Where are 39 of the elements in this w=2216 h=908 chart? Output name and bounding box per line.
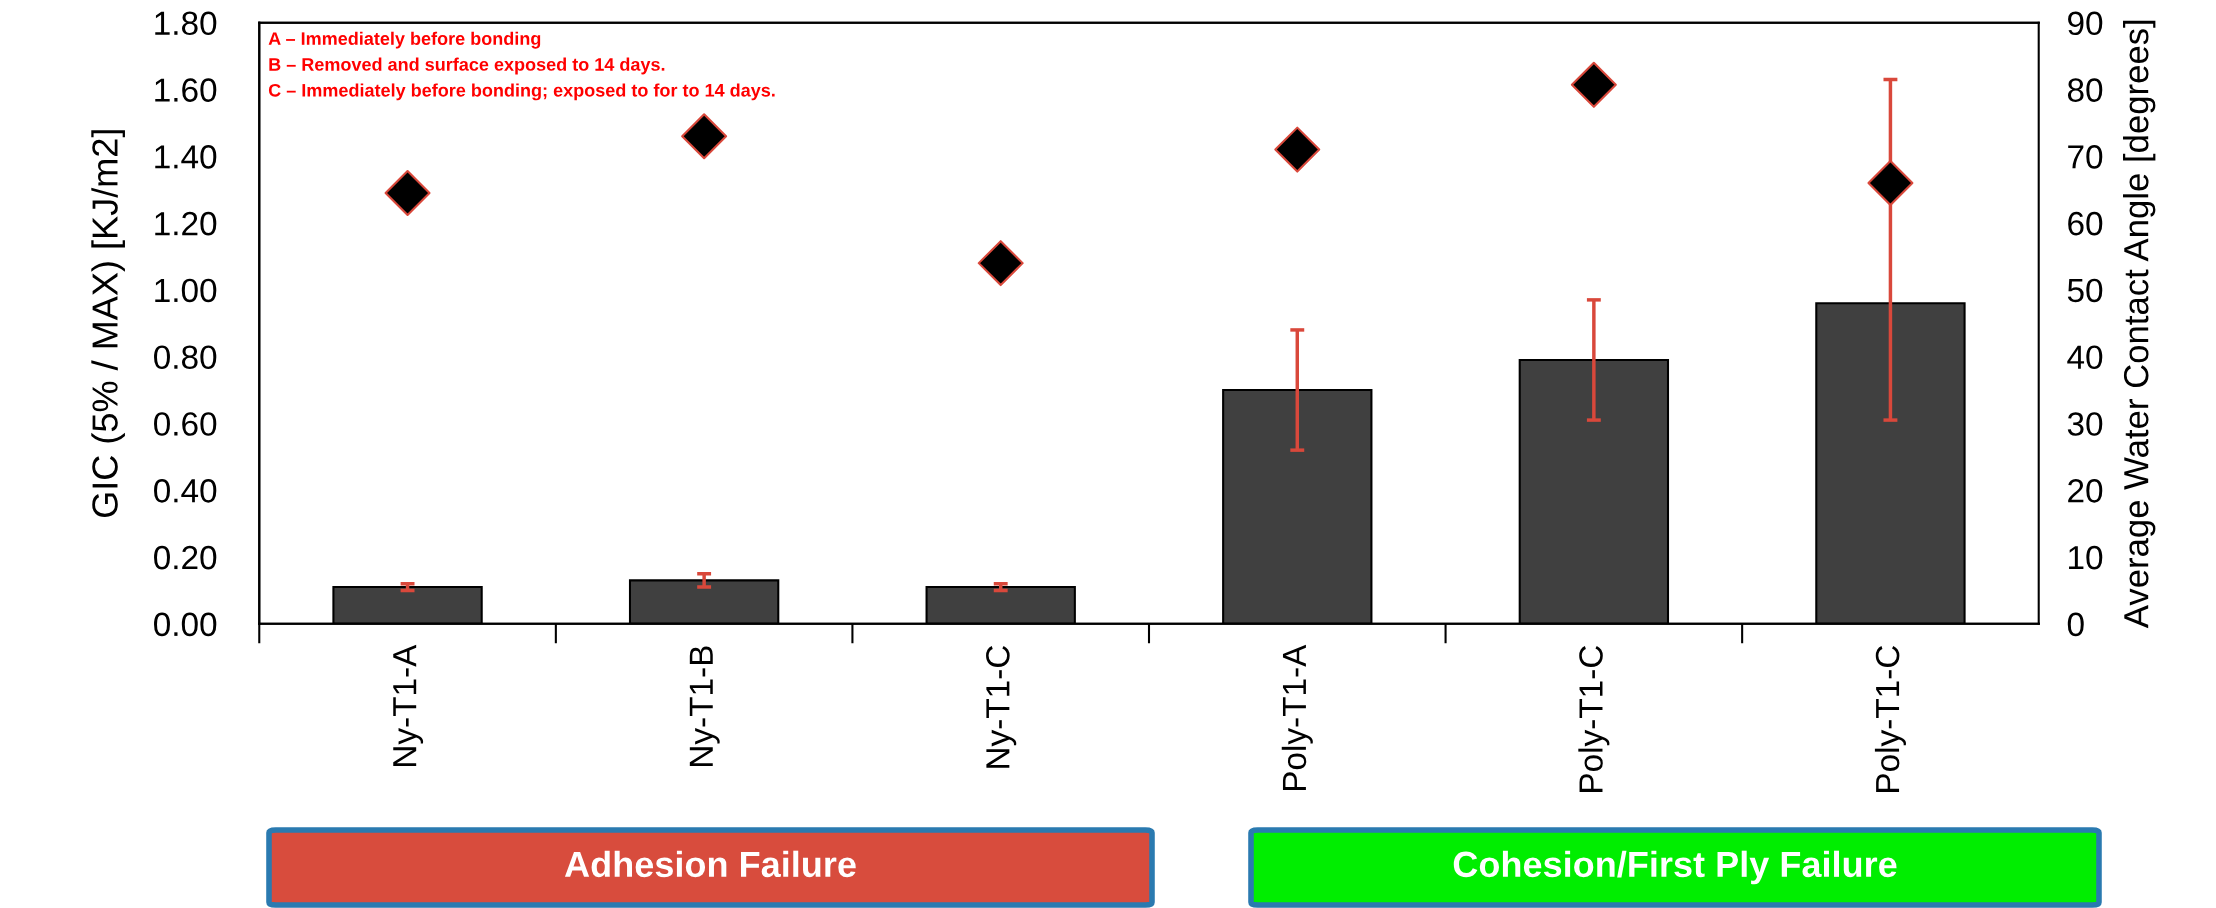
y-tick-label: 0.80 [154,345,217,370]
y2-tick-label: 50 [2067,278,2103,303]
y2-tick-label: 70 [2068,145,2103,169]
y2-tick-label: 30 [2067,412,2103,436]
point [977,240,1024,287]
y-tick-label: 0.20 [154,545,217,570]
y-axis-title: GIC (5% / MAX) [KJ/m2] [91,130,125,518]
point [1274,126,1321,173]
y-tick-label: 1.20 [155,211,217,236]
y2-tick-label: 20 [2068,479,2103,503]
text: Cohesion/First Ply Failure [1453,850,1897,885]
y-tick-label: 0.00 [154,612,217,637]
annotation: A – Immediately before bonding [268,31,541,49]
y-tick-label: 1.80 [155,11,217,36]
x-tick-label: Poly-T1-C [1874,645,1906,792]
point [1570,61,1617,108]
annotation: C – Immediately before bonding; exposed to for to 14 days. [268,83,775,101]
y2-axis-title: Average Water Contact Angle [degrees] [2123,20,2156,629]
y-tick-label: 1.40 [155,145,217,169]
y-tick-label: 0.60 [154,412,217,436]
point [1867,159,1914,206]
x-tick-label: Ny-T1-B [689,646,720,766]
y-tick-label: 1.60 [155,78,217,102]
y2-tick-label: 90 [2068,11,2103,36]
y2-tick-label: 0 [2067,612,2084,637]
text: Adhesion Failure [564,850,856,878]
y-tick-label: 1.00 [155,278,217,303]
point [681,113,728,160]
point [384,170,431,217]
x-tick-label: Poly-T1-C [1578,645,1610,792]
y2-tick-label: 40 [2067,345,2103,370]
x-tick-label: Poly-T1-A [1281,644,1313,791]
y2-tick-label: 80 [2067,78,2103,102]
y2-tick-label: 10 [2069,545,2103,570]
x-tick-label: Ny-T1-C [986,645,1017,768]
annotation: B – Removed and surface exposed to 14 days. [269,57,665,75]
x-tick-label: Ny-T1-A [393,644,424,766]
y2-tick-label: 60 [2068,211,2103,236]
y-tick-label: 0.40 [154,479,217,503]
